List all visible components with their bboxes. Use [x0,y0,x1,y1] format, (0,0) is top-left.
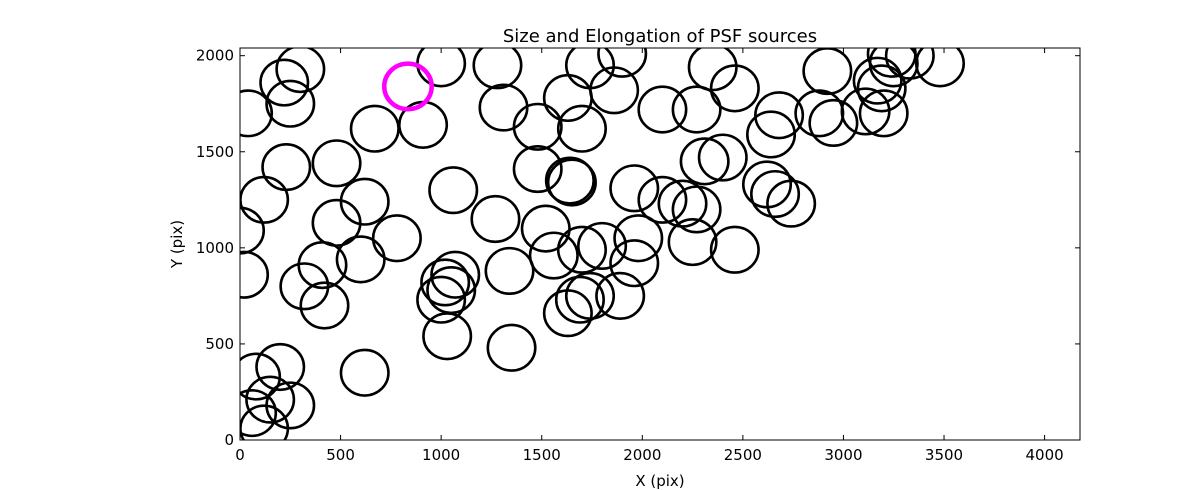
source-circle [265,381,316,430]
source-circle [671,185,722,234]
source-circle [709,64,760,113]
source-circle [430,250,481,299]
source-circle [802,48,853,96]
source-circle [546,158,597,207]
source-circle [556,225,607,274]
source-circle [416,48,467,88]
source-circle [687,48,738,92]
source-circle [556,104,607,153]
source-circle [597,48,648,78]
source-circle [275,48,326,94]
source-circle [311,139,362,188]
source-circle [884,48,935,80]
source-circle [856,64,907,113]
source-circle [542,289,593,338]
source-circle [609,164,660,213]
x-tick-label: 500 [326,446,355,464]
source-circle [420,258,471,307]
source-circle [339,177,390,226]
x-tick-label: 2000 [623,446,661,464]
source-circle [679,137,730,186]
source-circle [808,98,859,148]
source-circle [484,246,535,295]
source-circle [709,225,760,274]
x-tick-label: 3000 [824,446,862,464]
y-tick-label: 0 [224,431,234,449]
source-circle [750,169,801,219]
source-circle [261,143,312,192]
source-circle [299,281,350,330]
y-tick-label: 1000 [196,239,234,257]
source-circle [265,79,316,128]
x-axis-label: X (pix) [635,472,684,490]
y-tick-label: 1500 [196,143,234,161]
source-circle [589,66,640,115]
source-circle [671,85,722,134]
source-circle [544,156,595,205]
y-axis: 0 500 1000 1500 2000 [196,47,1080,449]
source-circle [914,48,966,88]
source-circle [472,48,523,90]
y-axis-label: Y (pix) [168,220,186,269]
source-circle [512,102,563,151]
source-circle [637,85,688,134]
source-circle [595,271,646,320]
source-circle [637,175,688,224]
source-circle [766,179,817,228]
source-circle [371,214,422,263]
x-tick-label: 0 [235,446,245,464]
source-circle [240,250,270,299]
source-circle [866,48,917,78]
x-tick-label: 1000 [422,446,460,464]
source-circle [609,239,660,288]
source-circle [840,87,891,136]
source-circle [240,352,282,401]
source-circle [745,110,797,159]
source-circle [486,323,537,372]
source-circle [577,221,628,271]
source-circle [667,217,718,267]
source-circle [335,235,386,284]
source-circle [240,404,290,440]
source-circle [240,89,274,138]
source-circle [240,389,278,438]
source-circle [542,73,593,123]
source-circles [240,48,966,440]
x-tick-label: 1500 [523,446,561,464]
source-circle [279,262,330,311]
source-circle [754,91,805,140]
source-circle [245,375,296,424]
source-circle [426,266,477,315]
source-circle [512,144,563,194]
plot-frame [239,47,1081,441]
x-tick-label: 2500 [724,446,762,464]
source-circle [613,214,664,263]
source-circle [470,194,521,244]
y-tick-label: 500 [205,335,234,353]
source-circle [564,271,616,320]
source-circle [259,58,310,107]
source-circle [852,56,903,105]
source-circle [478,83,529,132]
source-circle [528,231,579,280]
source-circle [697,133,748,182]
source-circle [339,348,390,397]
chart-title: Size and Elongation of PSF sources [503,26,817,47]
source-circle [554,275,605,324]
x-axis: 0 500 1000 1500 2000 2500 3000 3500 4000 [235,48,1064,464]
source-circle [564,48,616,90]
source-circle [349,104,400,153]
source-circle [858,89,909,138]
x-tick-label: 3500 [925,446,963,464]
source-circle [428,166,479,215]
y-tick-label: 2000 [196,47,234,65]
source-circle [416,275,467,324]
source-circle [255,342,306,392]
highlighted-source-circle [381,61,434,112]
x-tick-label: 4000 [1026,446,1064,464]
source-circle [240,175,290,224]
source-circle [520,204,571,253]
